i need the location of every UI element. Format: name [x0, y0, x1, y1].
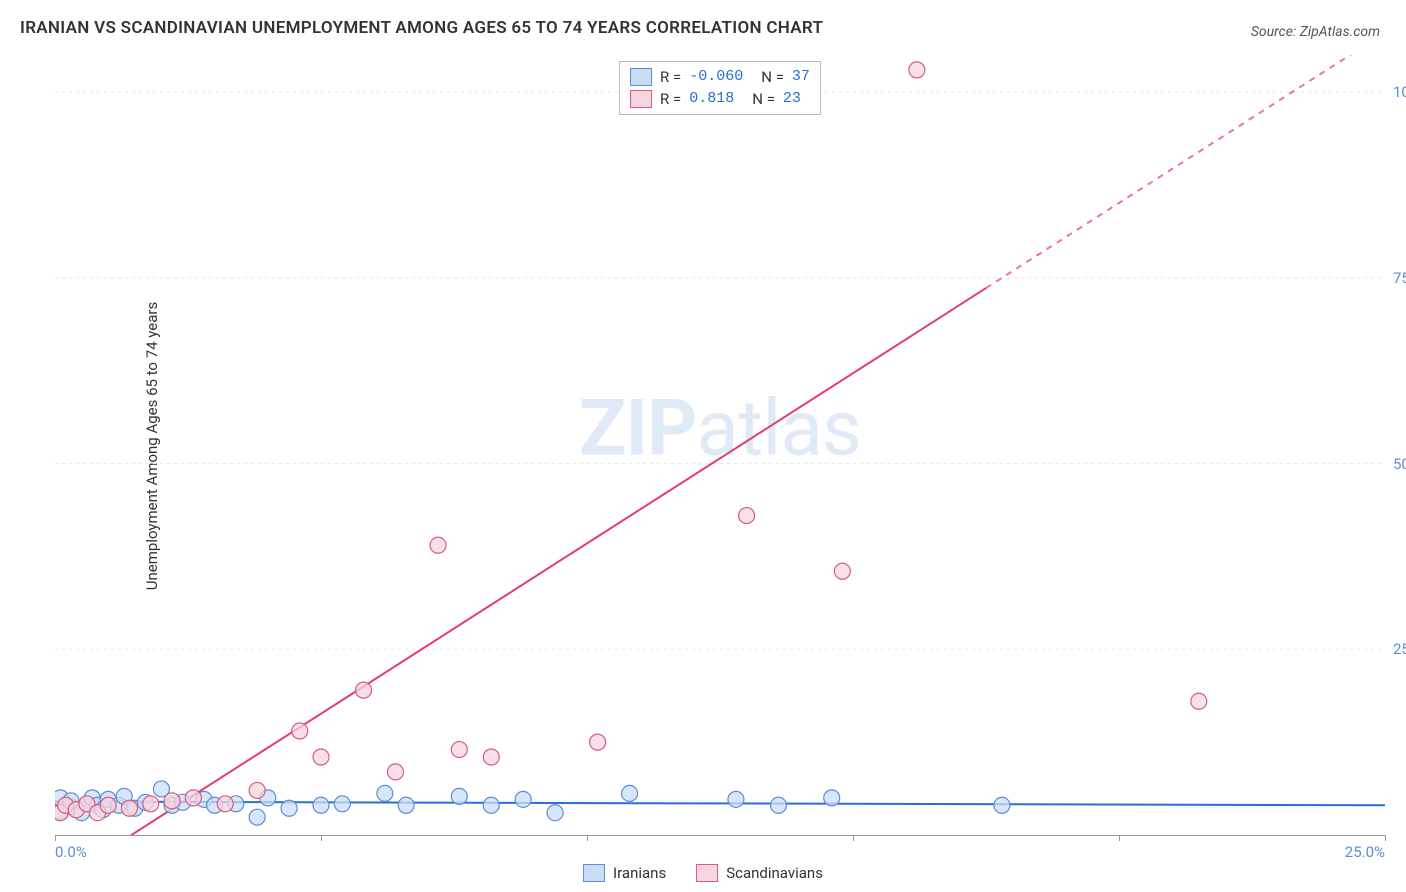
stat-value-r: -0.060 — [689, 66, 743, 88]
stat-label-n: N = — [752, 88, 775, 110]
stat-value-n: 23 — [783, 88, 801, 110]
x-tick-mark — [55, 835, 56, 841]
legend-label: Iranians — [613, 864, 666, 882]
x-tick-mark — [853, 835, 854, 841]
legend-swatch — [630, 68, 652, 86]
legend-swatch — [583, 864, 605, 882]
x-tick-mark — [1385, 835, 1386, 841]
chart-container: IRANIAN VS SCANDINAVIAN UNEMPLOYMENT AMO… — [0, 0, 1406, 892]
x-tick-mark — [1119, 835, 1120, 841]
stat-label-n: N = — [761, 66, 784, 88]
bottom-legend-item: Scandinavians — [696, 864, 823, 882]
bottom-legend: Iranians Scandinavians — [583, 864, 823, 882]
x-tick-label: 25.0% — [1345, 843, 1385, 861]
x-tick-mark — [321, 835, 322, 841]
legend-label: Scandinavians — [726, 864, 823, 882]
bottom-legend-item: Iranians — [583, 864, 666, 882]
y-tick-label: 100.0% — [1387, 83, 1406, 101]
x-tick-mark — [587, 835, 588, 841]
plot-svg — [55, 55, 1385, 835]
legend-swatch — [630, 90, 652, 108]
y-tick-label: 25.0% — [1387, 640, 1406, 658]
chart-title: IRANIAN VS SCANDINAVIAN UNEMPLOYMENT AMO… — [20, 18, 823, 38]
legend-stats-row: R = -0.060 N = 37 — [630, 66, 810, 88]
x-tick-label: 0.0% — [55, 843, 87, 861]
plot-area: ZIPatlas R = -0.060N = 37R = 0.818N = 23… — [55, 55, 1385, 836]
legend-stats-row: R = 0.818 N = 23 — [630, 88, 810, 110]
source-attribution: Source: ZipAtlas.com — [1251, 24, 1380, 40]
stat-value-n: 37 — [792, 66, 810, 88]
stat-label-r: R = — [660, 88, 681, 110]
source-name: ZipAtlas.com — [1300, 24, 1380, 40]
y-tick-label: 75.0% — [1387, 269, 1406, 287]
legend-stats-box: R = -0.060 N = 37 R = 0.818 N = 23 — [619, 61, 821, 115]
legend-swatch — [696, 864, 718, 882]
y-tick-label: 50.0% — [1387, 455, 1406, 473]
stat-label-r: R = — [660, 66, 681, 88]
stat-value-r: 0.818 — [689, 88, 734, 110]
source-prefix: Source: — [1251, 24, 1300, 40]
